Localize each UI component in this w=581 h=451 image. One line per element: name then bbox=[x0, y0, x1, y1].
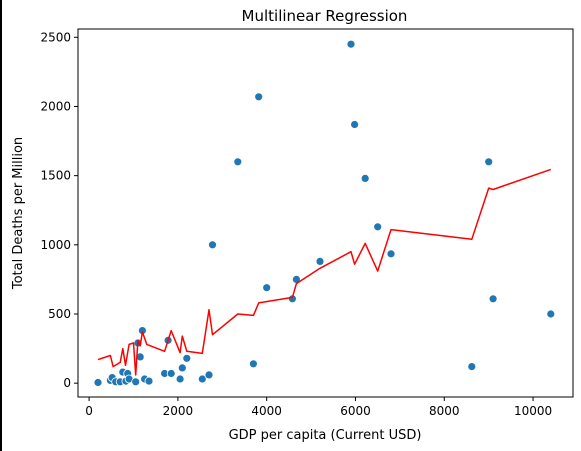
scatter-point-31 bbox=[346, 39, 356, 49]
plot-area bbox=[93, 39, 556, 387]
x-tick-label: 0 bbox=[85, 404, 93, 418]
scatter-point-0 bbox=[93, 378, 103, 387]
scatter-point-14 bbox=[144, 376, 154, 386]
x-tick-label: 10000 bbox=[514, 404, 552, 418]
scatter-point-26 bbox=[254, 92, 264, 102]
y-tick-label: 0 bbox=[63, 376, 71, 390]
x-tick-label: 2000 bbox=[163, 404, 194, 418]
axes-frame bbox=[77, 28, 574, 398]
scatter-point-19 bbox=[177, 363, 187, 373]
scatter-point-32 bbox=[350, 120, 360, 129]
scatter-point-9 bbox=[131, 377, 141, 387]
x-axis: 0 2000 4000 6000 8000 10000 bbox=[85, 397, 552, 418]
x-tick-label: 8000 bbox=[429, 404, 460, 418]
scatter-point-34 bbox=[373, 222, 383, 232]
x-tick-label: 4000 bbox=[251, 404, 282, 418]
scatter-point-33 bbox=[360, 173, 370, 183]
y-tick-label: 1000 bbox=[40, 238, 71, 252]
y-axis: 0 500 1000 1500 2000 2500 bbox=[40, 30, 78, 390]
y-tick-label: 2000 bbox=[40, 99, 71, 113]
scatter-point-30 bbox=[315, 256, 325, 266]
y-tick-label: 500 bbox=[48, 307, 71, 321]
scatter-point-17 bbox=[166, 369, 176, 378]
y-tick-label: 2500 bbox=[40, 30, 71, 44]
regression-line bbox=[97, 168, 552, 376]
scatter-point-22 bbox=[204, 370, 214, 380]
y-axis-label: Total Deaths per Million bbox=[11, 137, 26, 290]
scatter-point-20 bbox=[182, 353, 192, 363]
window-left-border bbox=[0, 0, 2, 451]
scatter-point-36 bbox=[467, 362, 477, 372]
scatter-point-23 bbox=[208, 240, 217, 250]
scatter-point-38 bbox=[488, 294, 498, 304]
scatter-point-24 bbox=[233, 157, 243, 167]
scatter-point-37 bbox=[484, 157, 494, 167]
scatter-point-18 bbox=[175, 374, 185, 384]
scatter-point-27 bbox=[262, 283, 272, 293]
x-axis-label: GDP per capita (Current USD) bbox=[229, 428, 422, 443]
scatter-point-25 bbox=[248, 359, 258, 369]
x-tick-label: 6000 bbox=[340, 404, 371, 418]
scatter-point-35 bbox=[386, 249, 396, 259]
scatter-point-39 bbox=[546, 309, 556, 319]
scatter-point-21 bbox=[197, 374, 207, 384]
y-tick-label: 1500 bbox=[40, 169, 71, 183]
chart-title: Multilinear Regression bbox=[242, 7, 408, 25]
